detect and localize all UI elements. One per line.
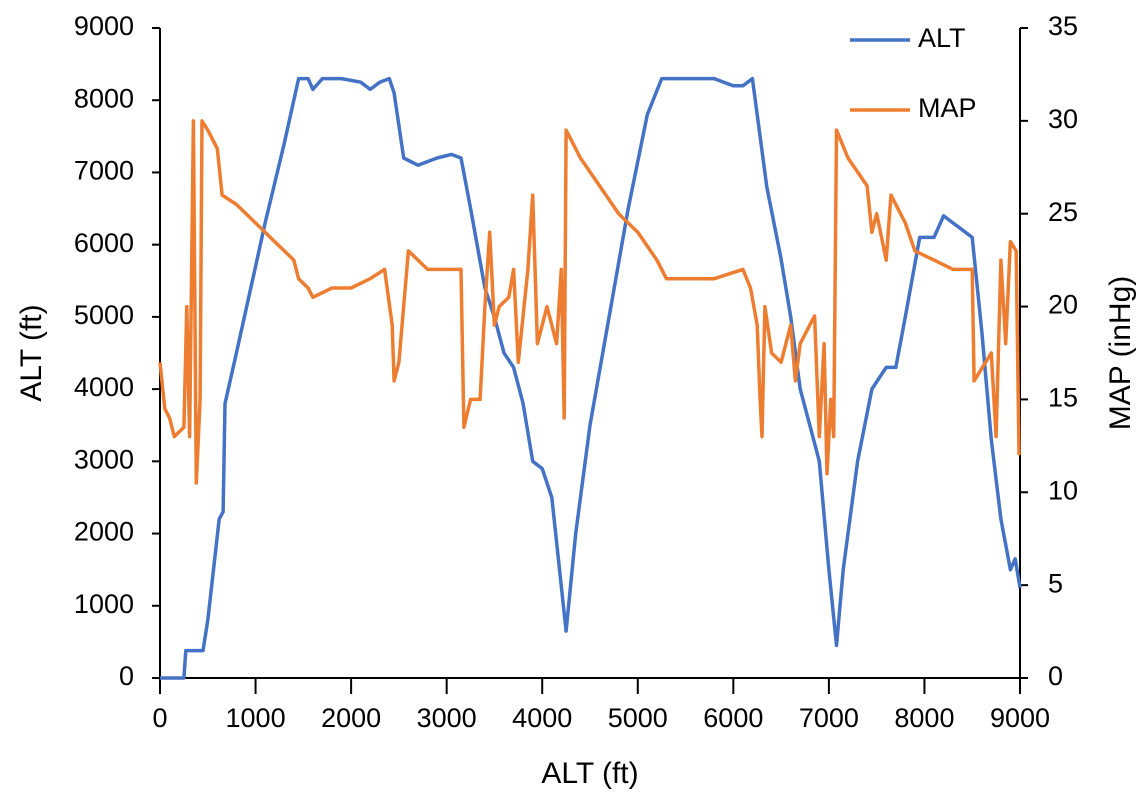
- y2-tick-label: 30: [1048, 104, 1078, 134]
- legend-label: MAP: [918, 93, 977, 123]
- y-tick-label: 0: [119, 661, 134, 691]
- y2-tick-label: 35: [1048, 11, 1078, 41]
- x-tick-label: 3000: [417, 703, 477, 733]
- y2-tick-label: 0: [1048, 661, 1063, 691]
- y2-tick-label: 20: [1048, 290, 1078, 320]
- y-tick-label: 1000: [74, 589, 134, 619]
- series-line: [158, 119, 1021, 485]
- x-tick-label: 1000: [226, 703, 286, 733]
- y-tick-label: 9000: [74, 11, 134, 41]
- x-tick-label: 6000: [703, 703, 763, 733]
- x-tick-label: 5000: [608, 703, 668, 733]
- x-tick-label: 9000: [990, 703, 1050, 733]
- y2-tick-label: 15: [1048, 383, 1078, 413]
- x-tick-label: 0: [152, 703, 167, 733]
- y-tick-label: 2000: [74, 517, 134, 547]
- series-line: [160, 76, 1022, 680]
- x-tick-label: 2000: [321, 703, 381, 733]
- y2-tick-label: 10: [1048, 475, 1078, 505]
- y-axis-label: ALT (ft): [15, 304, 48, 401]
- legend-label: ALT: [918, 23, 966, 53]
- y-tick-label: 7000: [74, 156, 134, 186]
- x-tick-label: 8000: [894, 703, 954, 733]
- y2-tick-label: 5: [1048, 568, 1063, 598]
- x-axis-label: ALT (ft): [541, 757, 638, 790]
- y-tick-label: 3000: [74, 444, 134, 474]
- y2-axis-label: MAP (inHg): [1104, 276, 1137, 430]
- x-tick-label: 7000: [799, 703, 859, 733]
- y-tick-label: 8000: [74, 83, 134, 113]
- y-tick-label: 5000: [74, 300, 134, 330]
- y-tick-label: 4000: [74, 372, 134, 402]
- x-tick-label: 4000: [512, 703, 572, 733]
- y-tick-label: 6000: [74, 228, 134, 258]
- y2-tick-label: 25: [1048, 197, 1078, 227]
